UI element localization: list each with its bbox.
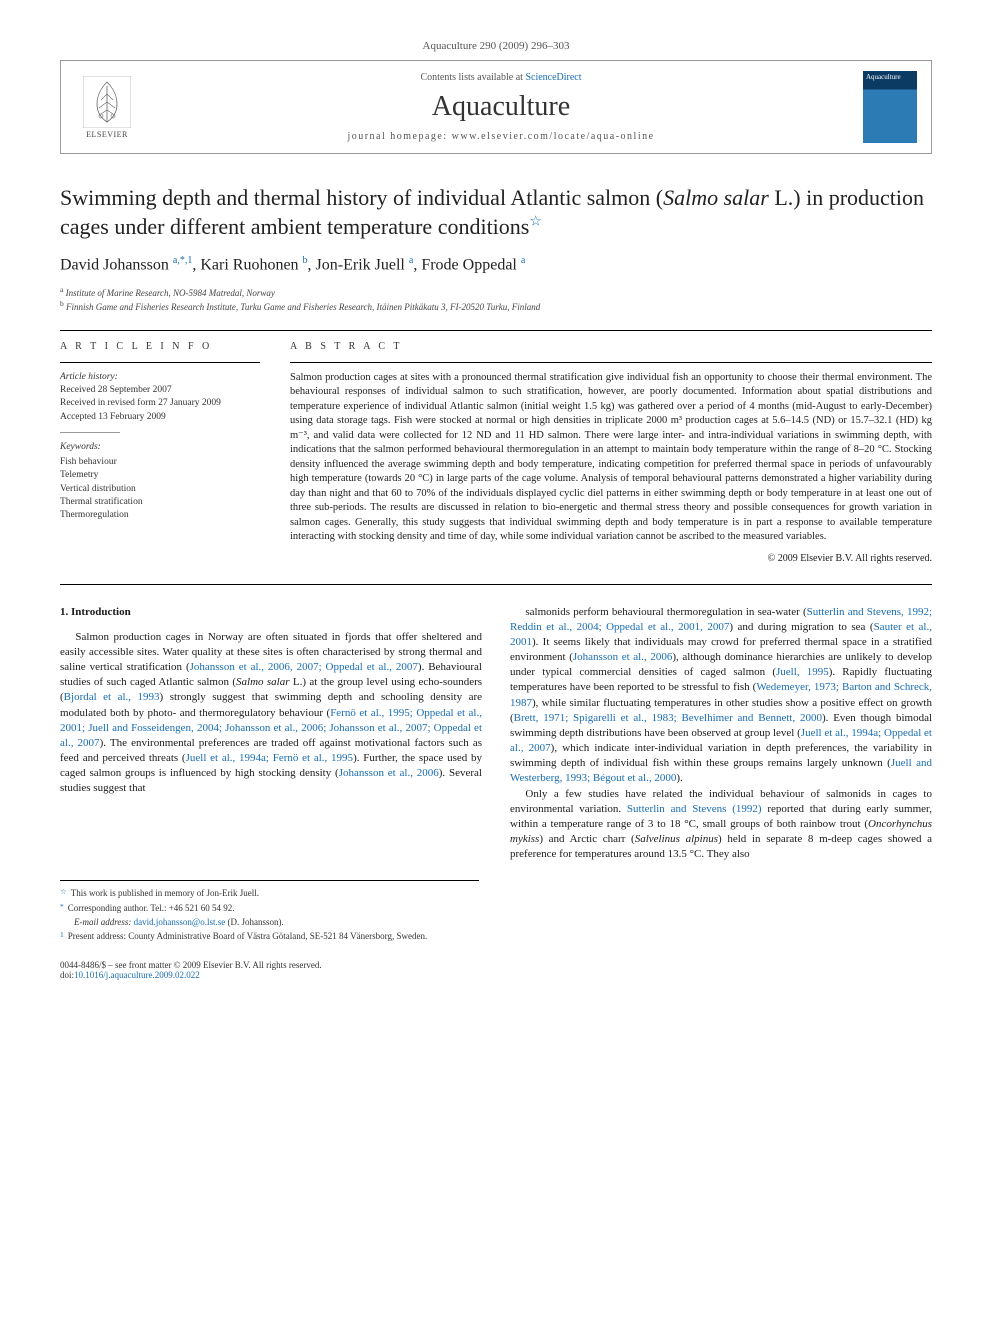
sciencedirect-link[interactable]: ScienceDirect bbox=[525, 72, 581, 83]
authors-line: David Johansson a,*,1, Kari Ruohonen b, … bbox=[60, 255, 932, 274]
footnote-present-text: Present address: County Administrative B… bbox=[68, 930, 427, 942]
keyword: Telemetry bbox=[60, 469, 260, 482]
page: Aquaculture 290 (2009) 296–303 ELSEVIER … bbox=[0, 0, 992, 1020]
title-species: Salmo salar bbox=[663, 185, 769, 210]
affiliation-a: a Institute of Marine Research, NO-5984 … bbox=[60, 285, 932, 300]
doi-line: doi:10.1016/j.aquaculture.2009.02.022 bbox=[60, 970, 932, 980]
info-divider bbox=[60, 362, 260, 363]
keyword: Fish behaviour bbox=[60, 456, 260, 469]
body-columns: 1. Introduction Salmon production cages … bbox=[60, 605, 932, 863]
keyword: Thermoregulation bbox=[60, 509, 260, 522]
journal-citation: Aquaculture 290 (2009) 296–303 bbox=[60, 40, 932, 52]
header-center: Contents lists available at ScienceDirec… bbox=[139, 72, 863, 142]
body-column-left: 1. Introduction Salmon production cages … bbox=[60, 605, 482, 863]
footnotes: ☆ This work is published in memory of Jon… bbox=[60, 880, 479, 942]
divider bbox=[60, 330, 932, 331]
star-icon: ☆ bbox=[60, 887, 67, 899]
footnote-email: E-mail address: david.johansson@o.lst.se… bbox=[60, 916, 479, 928]
footnote-corr-text: Corresponding author. Tel.: +46 521 60 5… bbox=[68, 902, 235, 914]
history-accepted: Accepted 13 February 2009 bbox=[60, 411, 260, 424]
article-history-block: Article history: Received 28 September 2… bbox=[60, 371, 260, 523]
article-info-heading: A R T I C L E I N F O bbox=[60, 341, 260, 352]
footnote-star: ☆ This work is published in memory of Jon… bbox=[60, 887, 479, 899]
email-name: (D. Johansson). bbox=[227, 917, 283, 927]
affiliation-b-text: Finnish Game and Fisheries Research Inst… bbox=[66, 302, 540, 312]
email-label: E-mail address: bbox=[74, 917, 131, 927]
front-matter-line: 0044-8486/$ – see front matter © 2009 El… bbox=[60, 960, 932, 970]
title-block: Swimming depth and thermal history of in… bbox=[60, 184, 932, 241]
footnote-present-address: 1 Present address: County Administrative … bbox=[60, 930, 479, 942]
history-revised: Received in revised form 27 January 2009 bbox=[60, 397, 260, 410]
asterisk-icon: * bbox=[60, 902, 64, 914]
email-link[interactable]: david.johansson@o.lst.se bbox=[134, 917, 226, 927]
keyword: Vertical distribution bbox=[60, 483, 260, 496]
journal-header-box: ELSEVIER Contents lists available at Sci… bbox=[60, 60, 932, 154]
keywords-list: Fish behaviour Telemetry Vertical distri… bbox=[60, 456, 260, 522]
abstract-copyright: © 2009 Elsevier B.V. All rights reserved… bbox=[290, 553, 932, 564]
info-mini-divider bbox=[60, 432, 120, 433]
publisher-name: ELSEVIER bbox=[86, 130, 128, 139]
info-abstract-row: A R T I C L E I N F O Article history: R… bbox=[60, 341, 932, 564]
article-info-column: A R T I C L E I N F O Article history: R… bbox=[60, 341, 260, 564]
journal-cover-thumbnail: Aquaculture bbox=[863, 71, 917, 143]
elsevier-tree-icon bbox=[83, 76, 131, 128]
article-title: Swimming depth and thermal history of in… bbox=[60, 184, 932, 241]
bottom-bar: 0044-8486/$ – see front matter © 2009 El… bbox=[60, 960, 932, 980]
body-paragraph: salmonids perform behavioural thermoregu… bbox=[510, 605, 932, 787]
section-heading: 1. Introduction bbox=[60, 605, 482, 620]
title-part1: Swimming depth and thermal history of in… bbox=[60, 185, 663, 210]
footnote-1-icon: 1 bbox=[60, 930, 64, 942]
doi-link[interactable]: 10.1016/j.aquaculture.2009.02.022 bbox=[74, 970, 200, 980]
journal-name: Aquaculture bbox=[139, 91, 863, 123]
title-star-icon: ☆ bbox=[529, 214, 542, 229]
abstract-column: A B S T R A C T Salmon production cages … bbox=[290, 341, 932, 564]
abstract-heading: A B S T R A C T bbox=[290, 341, 932, 352]
history-label: Article history: bbox=[60, 371, 260, 384]
affiliation-b: b Finnish Game and Fisheries Research In… bbox=[60, 299, 932, 314]
keyword: Thermal stratification bbox=[60, 496, 260, 509]
affiliations: a Institute of Marine Research, NO-5984 … bbox=[60, 285, 932, 314]
footnote-corresponding: * Corresponding author. Tel.: +46 521 60 … bbox=[60, 902, 479, 914]
homepage-url: www.elsevier.com/locate/aqua-online bbox=[452, 131, 655, 142]
body-paragraph: Only a few studies have related the indi… bbox=[510, 787, 932, 863]
contents-prefix: Contents lists available at bbox=[420, 72, 525, 83]
keywords-label: Keywords: bbox=[60, 441, 260, 454]
abstract-divider bbox=[290, 362, 932, 363]
doi-label: doi: bbox=[60, 970, 74, 980]
homepage-label: journal homepage: bbox=[347, 131, 451, 142]
contents-line: Contents lists available at ScienceDirec… bbox=[139, 72, 863, 83]
history-received: Received 28 September 2007 bbox=[60, 384, 260, 397]
elsevier-logo: ELSEVIER bbox=[75, 72, 139, 142]
journal-homepage: journal homepage: www.elsevier.com/locat… bbox=[139, 131, 863, 142]
abstract-text: Salmon production cages at sites with a … bbox=[290, 371, 932, 545]
footnote-star-text: This work is published in memory of Jon-… bbox=[71, 887, 259, 899]
divider bbox=[60, 584, 932, 585]
body-paragraph: Salmon production cages in Norway are of… bbox=[60, 630, 482, 797]
cover-title: Aquaculture bbox=[863, 71, 917, 83]
affiliation-a-text: Institute of Marine Research, NO-5984 Ma… bbox=[66, 288, 275, 298]
body-column-right: salmonids perform behavioural thermoregu… bbox=[510, 605, 932, 863]
